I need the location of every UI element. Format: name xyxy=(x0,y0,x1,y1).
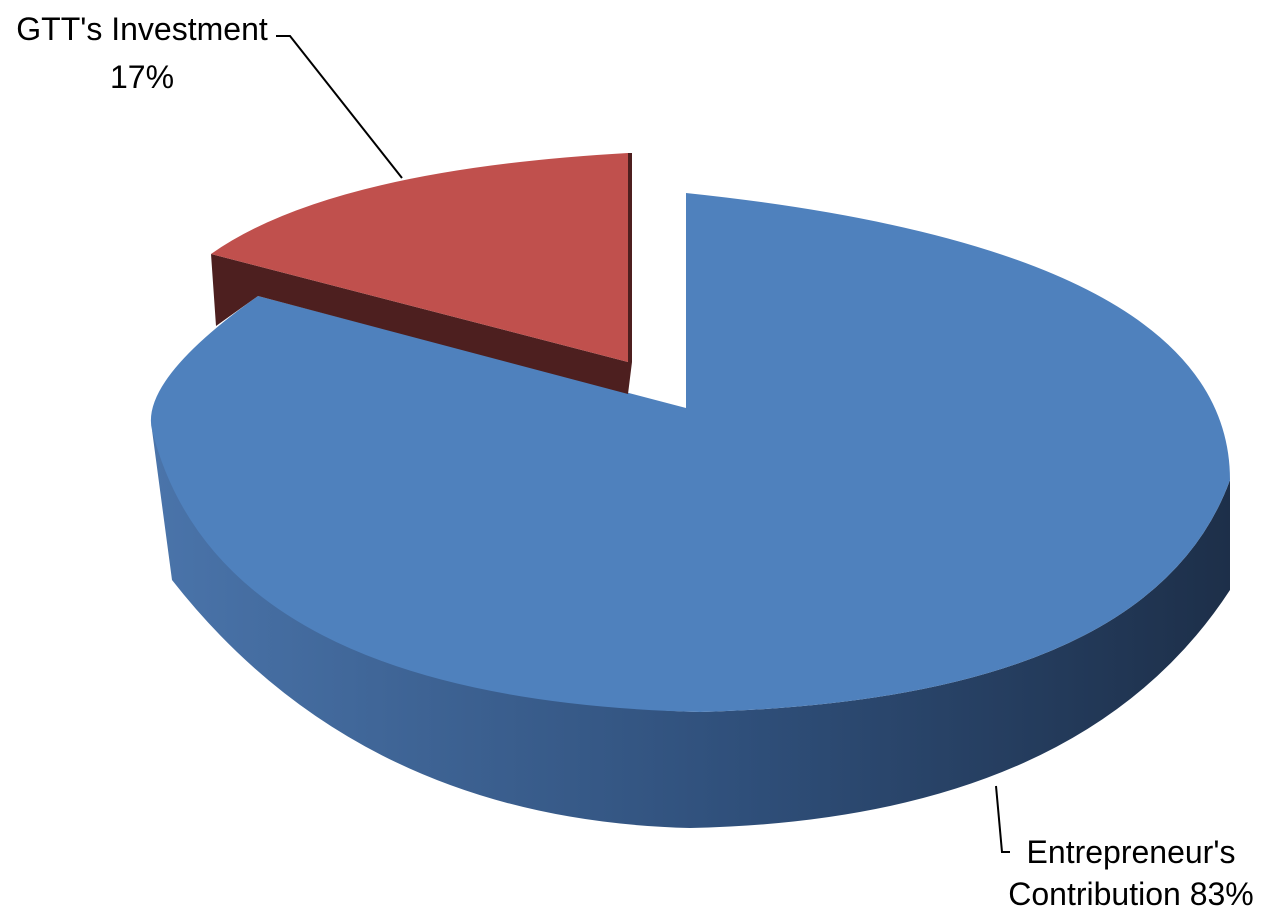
label-gtt-name: GTT's Investment xyxy=(16,11,268,47)
slice-entrepreneur-top xyxy=(150,193,1230,712)
label-gtt-percent: 17% xyxy=(110,59,174,95)
leader-line-entrepreneur xyxy=(995,785,1010,853)
label-entrepreneur-name: Entrepreneur's xyxy=(1027,834,1236,870)
slice-entrepreneur-side xyxy=(152,430,1230,828)
slice-gtt xyxy=(211,153,632,394)
leader-line-gtt xyxy=(276,35,403,179)
slice-gtt-top xyxy=(211,153,628,362)
label-entrepreneur-percent: Contribution 83% xyxy=(1008,876,1253,911)
slice-gtt-side-right xyxy=(628,153,632,394)
slice-entrepreneur xyxy=(150,193,1230,828)
slice-gtt-side-left xyxy=(211,254,628,394)
